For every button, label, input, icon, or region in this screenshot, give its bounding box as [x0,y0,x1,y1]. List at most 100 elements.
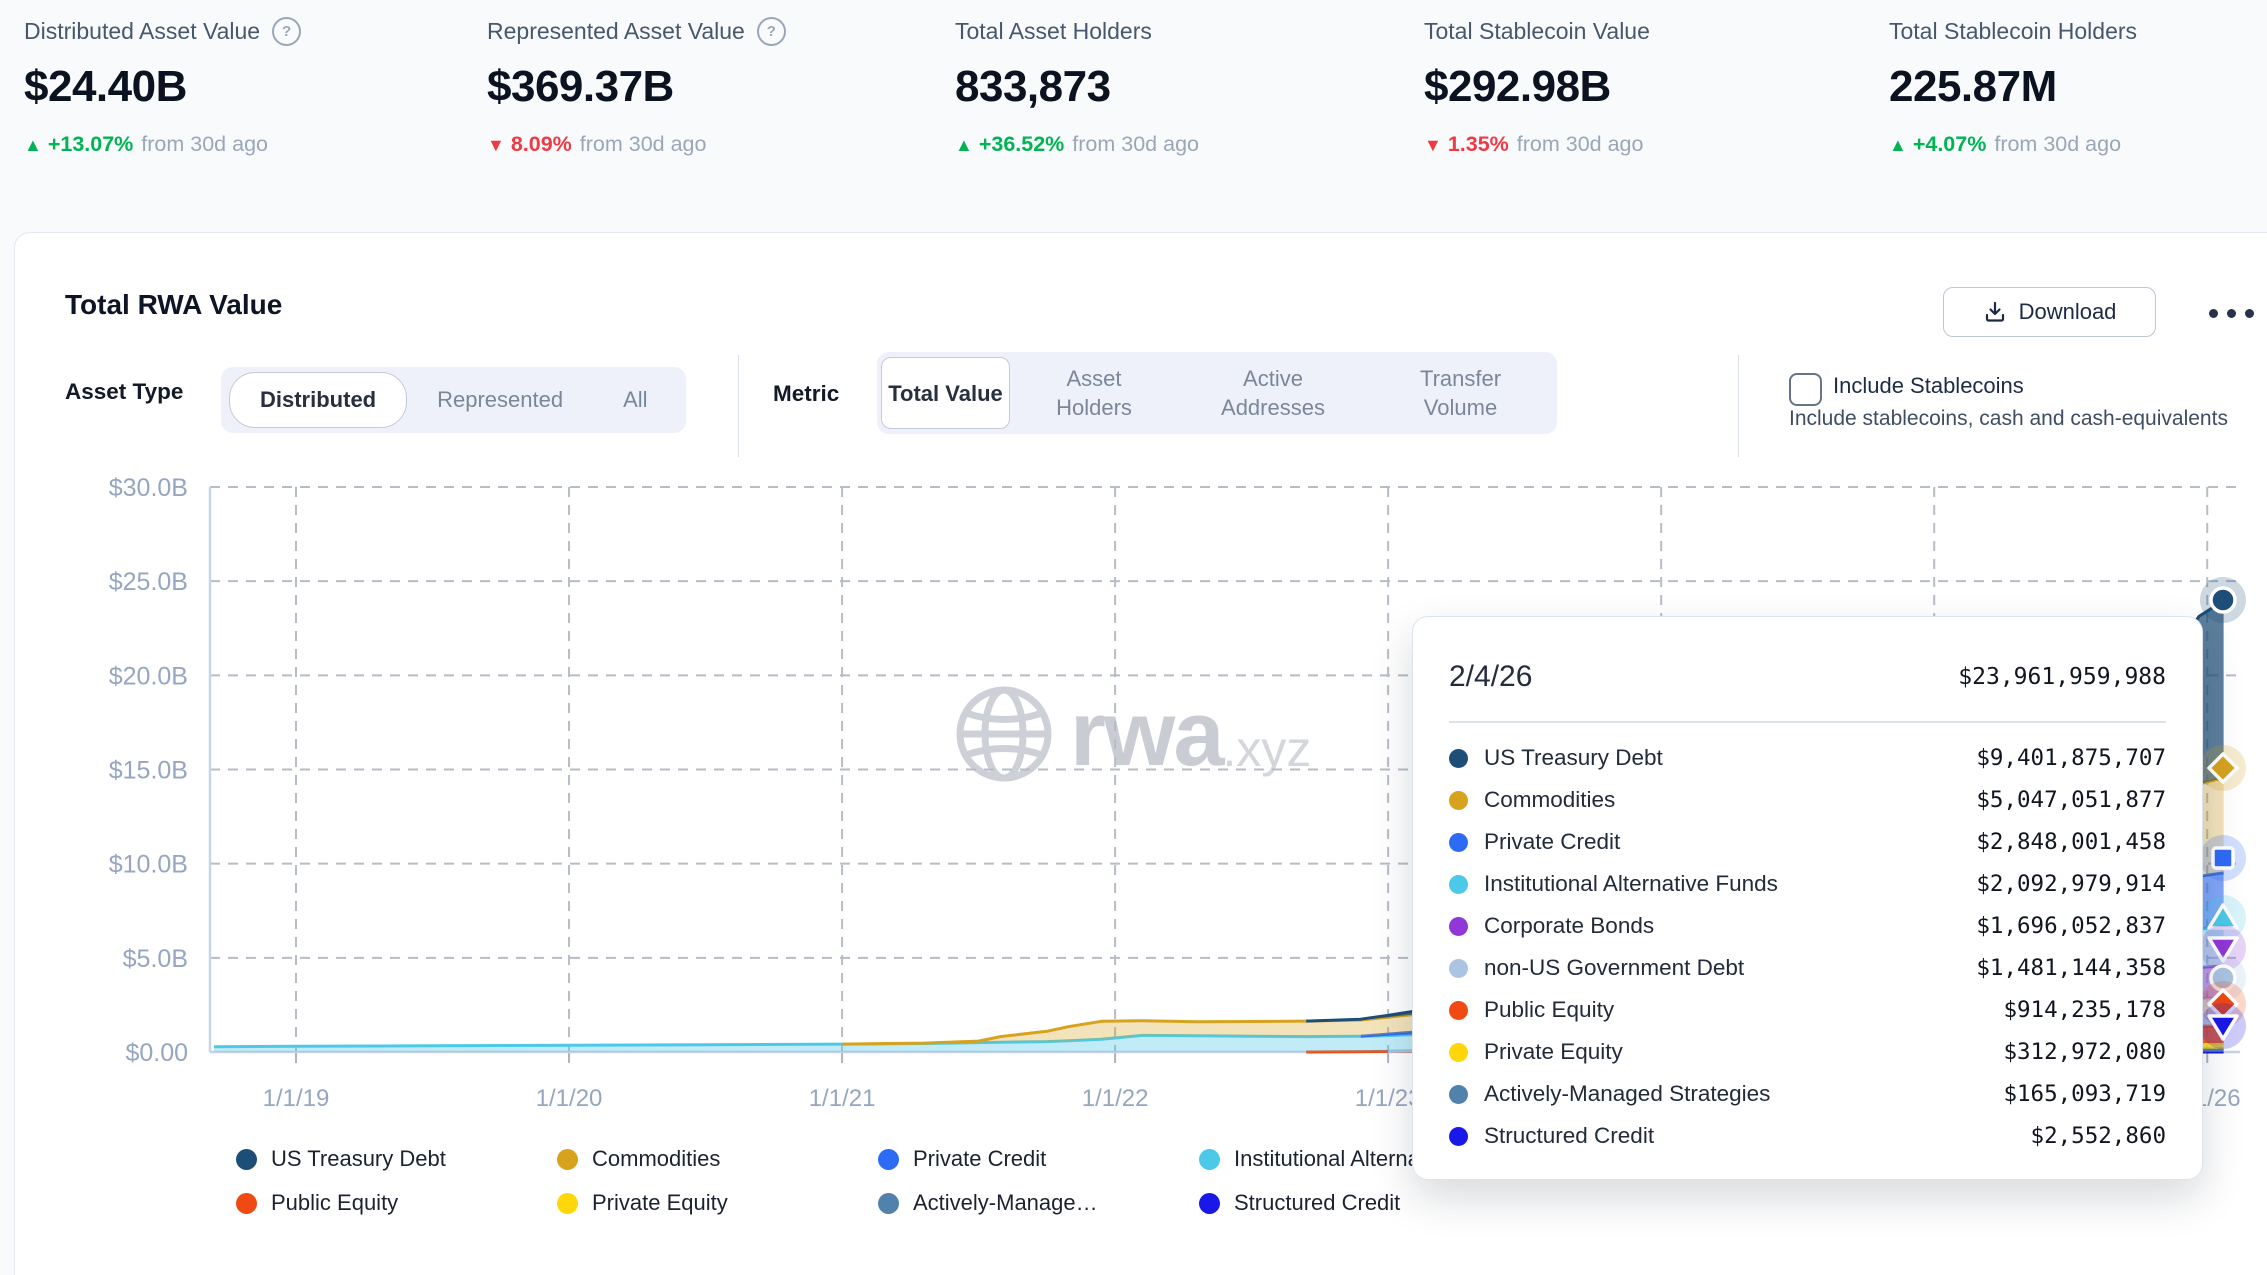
stat-change: ▲ +36.52% from 30d ago [955,132,1395,157]
tooltip-row: Private Equity $312,972,080 [1449,1031,2166,1073]
tooltip-series-label: Structured Credit [1484,1123,1655,1148]
legend-color-dot [557,1148,578,1170]
change-percent: +4.07% [1912,132,1987,156]
change-period: from 30d ago [579,132,707,156]
include-stablecoins-checkbox[interactable] [1789,373,1822,406]
metric-option-total-value[interactable]: Total Value [881,357,1010,429]
chart-legend: US Treasury Debt Commodities Private Credi… [236,1144,1521,1218]
change-percent: +13.07% [47,132,134,156]
stat-represented-asset-value: Represented Asset Value ? $369.37B ▼ 8.0… [487,14,927,157]
series-color-dot [1449,748,1468,768]
tooltip-series-label: non-US Government Debt [1484,955,1745,980]
tooltip-series-label: Commodities [1484,787,1616,812]
tooltip-series-label: Private Credit [1484,829,1621,854]
stat-distributed-asset-value: Distributed Asset Value ? $24.40B ▲ +13.… [24,14,464,157]
metric-segmented-control: Total Value Asset Holders Active Address… [877,352,1557,434]
legend-item[interactable]: Structured Credit [1199,1188,1520,1218]
tooltip-row: Actively-Managed Strategies $165,093,719 [1449,1073,2166,1115]
change-period: from 30d ago [1072,132,1199,156]
more-menu-icon[interactable] [2195,301,2267,325]
legend-color-dot [557,1192,578,1214]
chart-tooltip: 2/4/26 $23,961,959,988 US Treasury Debt $… [1412,616,2203,1180]
tooltip-series-label: Corporate Bonds [1484,913,1655,938]
tooltip-series-value: $1,481,144,358 [1976,955,2166,981]
tooltip-series-label: Private Equity [1484,1039,1623,1064]
tooltip-series-value: $2,848,001,458 [1976,829,2166,855]
card-title: Total RWA Value [65,289,283,320]
tooltip-row: Institutional Alternative Funds $2,092,97… [1449,863,2166,905]
metric-option-active-addresses[interactable]: Active Addresses [1221,366,1325,420]
legend-color-dot [878,1148,899,1170]
trend-down-icon: ▼ [1424,135,1442,155]
tooltip-row: Public Equity $914,235,178 [1449,989,2166,1031]
stat-value: $24.40B [24,62,187,111]
stats-row: Distributed Asset Value ? $24.40B ▲ +13.… [0,0,2267,200]
trend-up-icon: ▲ [955,135,973,155]
include-stablecoins-description: Include stablecoins, cash and cash-equiv… [1789,407,2228,430]
download-button[interactable]: Download [1943,287,2156,337]
legend-item[interactable]: Public Equity [236,1188,557,1218]
legend-item[interactable]: Actively-Manage… [878,1188,1199,1218]
legend-color-dot [1199,1148,1220,1170]
tooltip-row: Corporate Bonds $1,696,052,837 [1449,905,2166,947]
tooltip-row: Private Credit $2,848,001,458 [1449,821,2166,863]
tooltip-series-value: $165,093,719 [2003,1081,2166,1107]
tooltip-date: 2/4/26 [1449,660,1533,693]
stat-label: Distributed Asset Value [24,17,261,44]
stat-change: ▼ 8.09% from 30d ago [487,132,927,157]
change-percent: 8.09% [510,132,572,156]
tooltip-series-value: $312,972,080 [2003,1039,2166,1065]
tooltip-series-label: Public Equity [1484,997,1615,1022]
series-color-dot [1449,1000,1468,1020]
tooltip-series-value: $5,047,051,877 [1976,787,2166,813]
tooltip-series-value: $914,235,178 [2003,997,2166,1023]
trend-up-icon: ▲ [24,135,42,155]
legend-item[interactable]: Commodities [557,1144,878,1174]
legend-label: Structured Credit [1234,1190,1401,1215]
legend-color-dot [1199,1192,1220,1214]
asset-type-option-represented[interactable]: Represented [437,387,564,412]
legend-color-dot [878,1192,899,1214]
change-period: from 30d ago [141,132,268,156]
stat-total-stablecoin-holders: Total Stablecoin Holders 225.87M ▲ +4.07… [1889,14,2267,157]
include-stablecoins-label[interactable]: Include Stablecoins [1833,373,2024,398]
stat-change: ▲ +4.07% from 30d ago [1889,132,2267,157]
tooltip-total-value: $23,961,959,988 [1958,664,2166,690]
legend-color-dot [236,1192,257,1214]
stat-value: 225.87M [1889,62,2057,111]
legend-label: Actively-Manage… [913,1190,1098,1215]
asset-type-segmented-control: Distributed Represented All [221,367,686,433]
stat-value: $369.37B [487,62,674,111]
series-color-dot [1449,1042,1468,1062]
tooltip-row: US Treasury Debt $9,401,875,707 [1449,737,2166,779]
stat-label: Represented Asset Value [487,17,745,44]
stat-label: Total Asset Holders [955,17,1152,44]
metric-option-transfer-volume[interactable]: Transfer Volume [1419,366,1502,420]
legend-label: US Treasury Debt [271,1146,446,1171]
stat-total-stablecoin-value: Total Stablecoin Value $292.98B ▼ 1.35% … [1424,14,1864,157]
divider [738,355,739,457]
series-color-dot [1449,958,1468,978]
series-color-dot [1449,832,1468,852]
tooltip-row: Structured Credit $2,552,860 [1449,1115,2166,1157]
stat-total-asset-holders: Total Asset Holders 833,873 ▲ +36.52% fr… [955,14,1395,157]
legend-item[interactable]: Private Equity [557,1188,878,1218]
tooltip-series-value: $9,401,875,707 [1976,745,2166,771]
asset-type-option-distributed[interactable]: Distributed [229,372,408,428]
legend-item[interactable]: Private Credit [878,1144,1199,1174]
legend-item[interactable]: US Treasury Debt [236,1144,557,1174]
stat-label: Total Stablecoin Value [1424,17,1650,44]
stat-change: ▼ 1.35% from 30d ago [1424,132,1864,157]
legend-label: Private Equity [592,1190,728,1215]
help-icon[interactable]: ? [756,16,786,46]
globe-icon [952,682,1056,786]
watermark-suffix: .xyz [1222,721,1312,777]
stat-value: $292.98B [1424,62,1611,111]
series-color-dot [1449,1084,1468,1104]
change-percent: +36.52% [978,132,1065,156]
legend-label: Commodities [592,1146,721,1171]
metric-option-asset-holders[interactable]: Asset Holders [1056,366,1132,420]
tooltip-series-value: $1,696,052,837 [1976,913,2166,939]
asset-type-option-all[interactable]: All [623,387,648,412]
help-icon[interactable]: ? [272,16,302,46]
